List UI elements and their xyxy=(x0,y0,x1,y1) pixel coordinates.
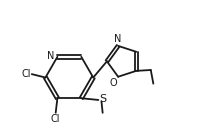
Text: O: O xyxy=(109,78,116,88)
Text: Cl: Cl xyxy=(21,69,31,79)
Text: S: S xyxy=(99,94,106,104)
Text: N: N xyxy=(113,34,120,44)
Text: N: N xyxy=(47,51,54,61)
Text: Cl: Cl xyxy=(51,114,60,124)
